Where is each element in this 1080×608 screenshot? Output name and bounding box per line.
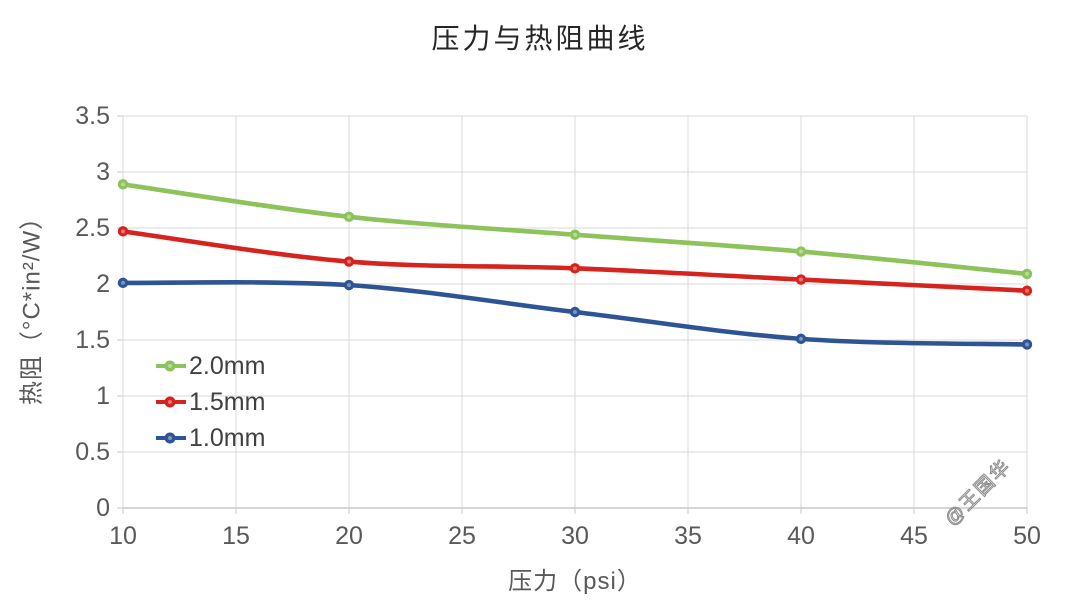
y-tick-label: 3 xyxy=(96,158,110,186)
legend-item-1.0mm: 1.0mm xyxy=(156,420,265,456)
data-point-1.0mm xyxy=(795,333,807,345)
y-tick-label: 2.5 xyxy=(75,214,110,242)
data-point-2.0mm xyxy=(1021,268,1033,280)
data-point-highlight xyxy=(121,280,125,285)
x-tick-label: 50 xyxy=(1013,522,1041,550)
data-point-highlight xyxy=(1025,288,1029,293)
data-point-1.5mm xyxy=(1021,285,1033,296)
legend-item-1.5mm: 1.5mm xyxy=(156,384,265,420)
x-tick-label: 30 xyxy=(561,522,589,550)
data-point-1.5mm xyxy=(795,274,807,285)
x-tick-label: 20 xyxy=(335,522,363,550)
data-point-highlight xyxy=(1025,271,1029,276)
x-tick-label: 25 xyxy=(448,522,476,550)
legend-marker-icon xyxy=(156,396,186,408)
y-tick-label: 2 xyxy=(96,270,110,298)
legend-marker-icon xyxy=(156,360,186,372)
y-tick-label: 0 xyxy=(96,494,110,522)
data-point-1.0mm xyxy=(343,279,355,291)
legend: 2.0mm 1.5mm 1.0mm xyxy=(156,348,265,456)
data-point-highlight xyxy=(121,182,125,187)
data-point-highlight xyxy=(347,283,351,288)
data-point-2.0mm xyxy=(569,229,581,240)
legend-item-2.0mm: 2.0mm xyxy=(156,348,265,384)
chart-title: 压力与热阻曲线 xyxy=(431,23,649,54)
data-point-highlight xyxy=(573,310,577,314)
x-tick-label: 10 xyxy=(109,522,137,550)
x-axis-title: 压力（psi） xyxy=(508,568,642,595)
y-tick-label: 1.5 xyxy=(75,326,110,354)
data-point-1.5mm xyxy=(343,256,355,267)
data-point-highlight xyxy=(1025,342,1029,347)
x-tick-label: 15 xyxy=(222,522,250,550)
data-point-1.0mm xyxy=(117,277,129,289)
data-point-1.0mm xyxy=(1021,339,1033,350)
y-tick-label: 3.5 xyxy=(75,102,110,130)
data-point-highlight xyxy=(121,229,125,234)
data-point-highlight xyxy=(573,232,577,237)
data-point-1.5mm xyxy=(117,226,129,237)
data-point-2.0mm xyxy=(795,246,807,257)
data-point-highlight xyxy=(347,214,351,219)
y-tick-label: 1 xyxy=(96,382,110,410)
x-tick-label: 45 xyxy=(900,522,928,550)
data-point-highlight xyxy=(347,259,351,264)
y-tick-label: 0.5 xyxy=(75,438,110,466)
legend-label: 2.0mm xyxy=(189,351,266,380)
data-point-highlight xyxy=(573,266,577,271)
data-point-highlight xyxy=(799,249,803,254)
data-point-2.0mm xyxy=(117,179,129,190)
data-point-highlight xyxy=(799,336,803,341)
data-point-1.0mm xyxy=(569,306,581,318)
legend-label: 1.5mm xyxy=(189,387,266,416)
data-point-1.5mm xyxy=(569,263,581,274)
legend-label: 1.0mm xyxy=(189,423,266,452)
data-point-2.0mm xyxy=(343,211,355,222)
legend-marker-icon xyxy=(156,432,186,444)
x-tick-label: 40 xyxy=(787,522,815,550)
data-point-highlight xyxy=(799,277,803,282)
x-tick-label: 35 xyxy=(674,522,702,550)
